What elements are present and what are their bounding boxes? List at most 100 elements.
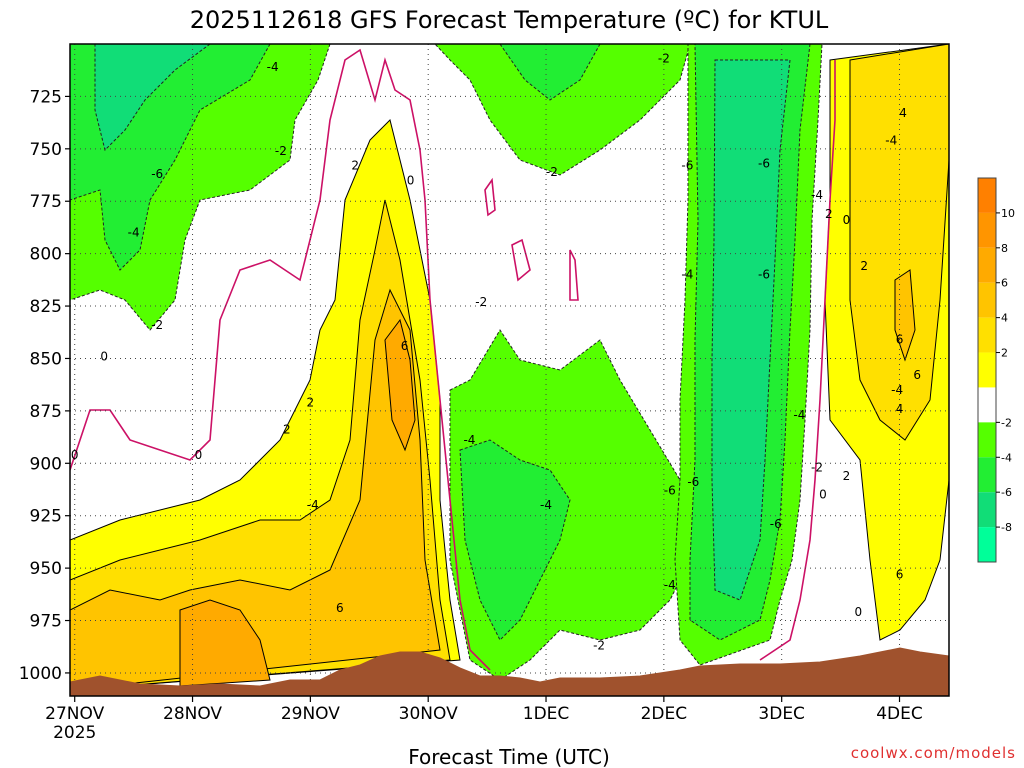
contour-label: -6 [687, 475, 699, 489]
zero-line-small-3 [569, 249, 579, 301]
contour-label: 4 [899, 106, 907, 120]
colorbar-frame [977, 177, 997, 563]
colorbar-bin [978, 457, 996, 493]
contour-label: 2 [843, 469, 851, 483]
colorbar-label: 8 [1001, 242, 1008, 255]
region-cold-upper-mid [434, 44, 691, 176]
y-tick-label: 1000 [19, 664, 62, 684]
region-cold-upper-left-coldest [94, 44, 211, 151]
contour-label: -4 [681, 268, 693, 282]
x-tick-label: 30NOV [399, 704, 458, 724]
contour-label: -2 [593, 639, 605, 653]
contour-label: 0 [71, 448, 79, 462]
contour-label: 6 [336, 601, 344, 615]
contour-label: -2 [546, 165, 558, 179]
contour-label: -4 [885, 133, 897, 147]
contour-label: -2 [658, 52, 670, 66]
zero-line-left [70, 48, 491, 671]
y-tick-label: 900 [30, 454, 62, 474]
y-tick-label: 975 [30, 612, 62, 632]
colorbar-label: -2 [1001, 416, 1012, 429]
colorbar-bin [978, 317, 996, 353]
contour-label: 2 [825, 207, 833, 221]
zero-isotherm [70, 48, 836, 671]
contour-label: 6 [401, 339, 409, 353]
contour-label: -4 [307, 498, 319, 512]
contour-label: -4 [793, 408, 805, 422]
x-axis-label: Forecast Time (UTC) [408, 745, 610, 768]
grid-lines [70, 44, 949, 696]
contour-label: 2 [307, 395, 315, 409]
region-warm-lower-3 [70, 288, 441, 691]
y-tick-label: 925 [30, 507, 62, 527]
contour-label: 0 [100, 349, 108, 363]
y-axis: 725 750 775 800 825 850 875 900 925 950 975 1000 [19, 87, 70, 684]
contour-label: -4 [891, 383, 903, 397]
y-tick-label: 775 [30, 192, 62, 212]
colorbar-label: -6 [1001, 486, 1012, 499]
colorbar-bin [978, 178, 996, 213]
y-tick-label: 950 [30, 559, 62, 579]
plot-frame [69, 43, 950, 697]
colorbar-bin [978, 352, 996, 388]
x-tick-label: 3DEC [758, 704, 805, 724]
contour-label: -2 [151, 318, 163, 332]
colorbar-bin [978, 212, 996, 248]
y-tick-label: 750 [30, 140, 62, 160]
x-tick-label: 28NOV [163, 704, 222, 724]
contour-label: 0 [854, 605, 862, 619]
contour-label: 0 [843, 213, 851, 227]
y-tick-label: 725 [30, 87, 62, 107]
colorbar-bin [978, 387, 996, 423]
contour-label: 6 [913, 368, 921, 382]
contour-label: -4 [811, 188, 823, 202]
contour-label: 0 [407, 173, 415, 187]
colorbar-label: -4 [1001, 451, 1012, 464]
zero-line-small-1 [484, 177, 496, 217]
contour-label: -6 [664, 484, 676, 498]
colorbar-bin [978, 527, 996, 562]
colorbar-label: 2 [1001, 347, 1008, 360]
colorbar-bin [978, 282, 996, 318]
colorbar: 10 8 6 4 2 -2 -4 -6 -8 [977, 177, 1015, 563]
colorbar-bin [978, 422, 996, 458]
x-tick-label: 2DEC [641, 704, 688, 724]
contour-label: -6 [151, 167, 163, 181]
credit-text: coolwx.com/models [851, 744, 1016, 762]
contour-label: -4 [267, 60, 279, 74]
region-warm-core [384, 318, 416, 452]
contour-label: 2 [283, 423, 291, 437]
x-tick-label: 1DEC [523, 704, 570, 724]
contour-label: -4 [128, 226, 140, 240]
region-warm-right-3 [894, 269, 916, 362]
y-tick-label: 850 [30, 349, 62, 369]
region-cold-central-core [459, 439, 571, 641]
region-warm-right-2 [849, 44, 949, 441]
region-cold-right-coldest [711, 59, 791, 601]
y-tick-label: 800 [30, 245, 62, 265]
contour-label: -6 [758, 156, 770, 170]
colorbar-label: 10 [1001, 207, 1015, 220]
contour-label: 0 [195, 448, 203, 462]
contour-label: -4 [664, 578, 676, 592]
zero-line-small-2 [511, 238, 531, 282]
zero-line-right [759, 60, 836, 661]
region-cold-upper-mid-core [499, 44, 601, 101]
contour-label: -4 [463, 433, 475, 447]
x-tick-sublabel: 2025 [53, 723, 96, 743]
chart-title: 2025112618 GFS Forecast Temperature (ºC)… [190, 6, 829, 34]
y-tick-label: 825 [30, 297, 62, 317]
contour-label: 2 [351, 159, 359, 173]
colorbar-bin [978, 492, 996, 528]
colorbar-bin [978, 247, 996, 283]
contour-label: 0 [819, 488, 827, 502]
contour-label: 6 [896, 567, 904, 581]
warm-shading [70, 44, 949, 691]
colorbar-label: 4 [1001, 312, 1008, 325]
contour-label: -4 [540, 498, 552, 512]
contour-label: 2 [860, 259, 868, 273]
